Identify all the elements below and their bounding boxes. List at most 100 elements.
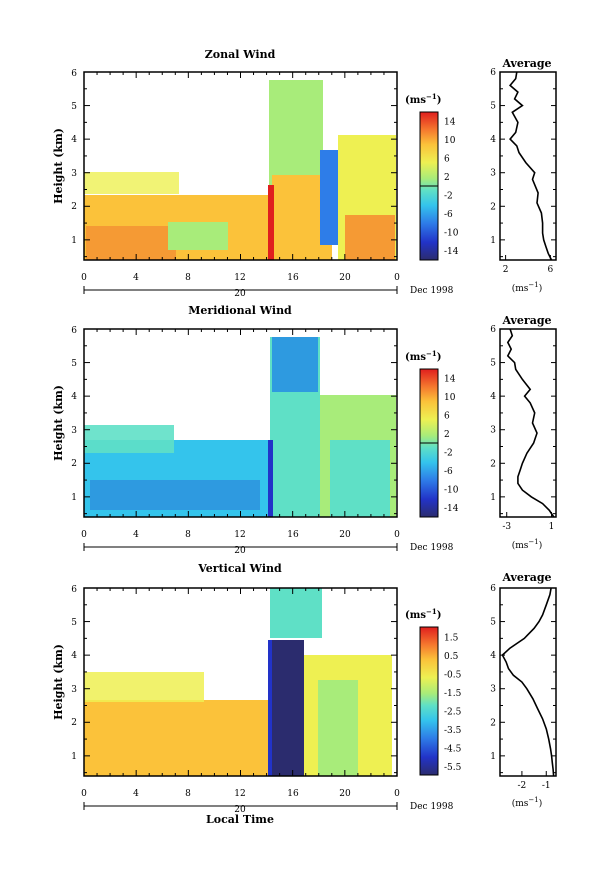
- merid-x-tick-16: 16: [287, 530, 299, 540]
- zonal-profile-frame: [499, 71, 557, 261]
- merid-profile-ytick-label: 5: [490, 359, 496, 369]
- merid-y-tick-2: 2: [71, 459, 77, 469]
- vert-x-tick-4: 4: [133, 789, 139, 799]
- zonal-x-tick-0: 0: [81, 273, 87, 283]
- vert-field-core: [272, 640, 304, 776]
- vert-field-lowband: [84, 700, 269, 776]
- zonal-profile-ytick-label: 5: [490, 102, 496, 112]
- vert-y-tick-1: 1: [71, 752, 77, 762]
- merid-profile-xlabel-base: (ms: [512, 540, 529, 551]
- vert-cbar-unit-base: (ms: [405, 610, 426, 621]
- zonal-field-hi-scatter: [84, 172, 179, 194]
- merid-heatmap: [84, 337, 396, 517]
- merid-date-label: Dec 1998: [410, 543, 454, 553]
- vert-y-tick-5: 5: [71, 618, 77, 628]
- zonal-date-label: Dec 1998: [410, 286, 454, 296]
- zonal-axis-ticks: [83, 71, 398, 260]
- zonal-field-green-patch: [168, 222, 228, 250]
- merid-profile-frame: [499, 328, 557, 518]
- zonal-y-tick-1: 1: [71, 236, 77, 246]
- merid-cbar-tick-label: -14: [444, 504, 459, 514]
- zonal-x-tick-12: 12: [234, 273, 245, 283]
- vert-y-tick-3: 3: [71, 685, 77, 695]
- vert-field-late-green: [318, 680, 358, 776]
- zonal-profile-ytick-label: 4: [490, 135, 496, 145]
- merid-profile-xlabel-close: ): [539, 540, 543, 551]
- vert-profile-line: [501, 587, 555, 777]
- zonal-day-label: 20: [234, 289, 246, 299]
- zonal-cbar-tick-label: 14: [444, 117, 456, 127]
- merid-y-tick-1: 1: [71, 493, 77, 503]
- merid-field-dome-top: [272, 337, 318, 392]
- vert-profile-ytick-label: 4: [490, 651, 496, 661]
- vert-cbar-tick-label: -1.5: [444, 689, 462, 699]
- merid-field-green-top: [84, 425, 174, 453]
- merid-cbar-tick-label: 14: [444, 374, 456, 384]
- merid-profile-xtick-label: -3: [502, 522, 511, 532]
- vert-cbar-tick-label: -5.5: [444, 763, 462, 773]
- vert-heatmap: [84, 588, 392, 776]
- zonal-heatmap: [84, 80, 396, 260]
- vert-profile-frame: [499, 587, 557, 777]
- vert-profile-ytick-label: 3: [490, 685, 496, 695]
- vert-x-tick-0: 0: [81, 789, 87, 799]
- vert-x-tick-8: 8: [185, 789, 191, 799]
- vert-profile-xlabel-exp: −1: [528, 796, 538, 804]
- zonal-cbar-tick-label: 2: [444, 173, 450, 183]
- zonal-profile-ytick-label: 6: [490, 68, 496, 78]
- vert-x-tick-24: 0: [394, 789, 400, 799]
- vert-y-tick-2: 2: [71, 718, 77, 728]
- vert-title: Vertical Wind: [197, 562, 282, 575]
- zonal-cbar-unit-exp: −1: [426, 92, 437, 101]
- merid-y-tick-3: 3: [71, 426, 77, 436]
- merid-axis-ticks: [83, 328, 398, 517]
- vert-profile-ytick-label: 6: [490, 584, 496, 594]
- merid-profile-ytick-label: 1: [490, 493, 496, 503]
- merid-x-tick-24: 0: [394, 530, 400, 540]
- panel-vertical: Vertical Wind 1 2 3 4 5 6 Height (km) 0 …: [52, 562, 557, 826]
- zonal-field-streak: [268, 185, 274, 260]
- vert-x-tick-12: 12: [234, 789, 245, 799]
- zonal-y-tick-6: 6: [71, 69, 77, 79]
- vert-day-label: 20: [234, 805, 246, 815]
- merid-cbar-tick-label: 2: [444, 430, 450, 440]
- merid-cbar-tick-label: -6: [444, 467, 453, 477]
- merid-cbar-labels: 14 10 6 2 -2 -6 -10 -14: [444, 374, 459, 514]
- merid-profile-xtick-label: 1: [549, 522, 555, 532]
- vert-profile-ytick-label: 2: [490, 718, 496, 728]
- merid-cbar-tick-label: -10: [444, 485, 459, 495]
- vert-profile-ticks: 1 2 3 4 5 6 -2 -1: [490, 584, 556, 791]
- zonal-profile-ytick-label: 1: [490, 236, 496, 246]
- zonal-profile-xlabel-close: ): [539, 283, 543, 294]
- vert-x-tick-16: 16: [287, 789, 299, 799]
- vert-profile-ytick-label: 1: [490, 752, 496, 762]
- zonal-field-late-orange: [345, 215, 395, 260]
- zonal-profile-xlabel: (ms−1): [512, 281, 543, 294]
- zonal-profile-line: [508, 71, 553, 261]
- merid-profile-ytick-label: 4: [490, 392, 496, 402]
- zonal-profile-ytick-label: 3: [490, 169, 496, 179]
- merid-profile-ticks: 1 2 3 4 5 6 -3 1: [490, 325, 556, 532]
- vert-cbar-tick-label: 1.5: [444, 633, 459, 643]
- zonal-x-tick-8: 8: [185, 273, 191, 283]
- merid-profile-xlabel: (ms−1): [512, 538, 543, 551]
- merid-field-streak: [268, 440, 273, 517]
- zonal-cbar-tick-label: -2: [444, 191, 453, 201]
- vert-field-dome-top: [270, 588, 322, 638]
- vert-cbar-unit-exp: −1: [426, 607, 437, 616]
- merid-cbar-unit: (ms−1): [405, 349, 441, 363]
- vert-profile-xlabel-base: (ms: [512, 798, 529, 809]
- merid-profile-line: [506, 328, 555, 518]
- zonal-y-tick-4: 4: [71, 135, 77, 145]
- panel-meridional: Meridional Wind 1 2 3 4 5 6 Height (km) …: [52, 304, 557, 556]
- vert-colorbar: [419, 626, 439, 776]
- merid-day-label: 20: [234, 546, 246, 556]
- merid-profile-ytick-label: 3: [490, 426, 496, 436]
- merid-cbar-unit-base: (ms: [405, 352, 426, 363]
- merid-profile-ytick-label: 2: [490, 459, 496, 469]
- vert-cbar-tick-label: -0.5: [444, 670, 462, 680]
- vert-x-tick-20: 20: [339, 789, 351, 799]
- zonal-field-blue: [320, 150, 340, 245]
- vert-cbar-tick-label: 0.5: [444, 652, 459, 662]
- merid-field-lowband-blue: [90, 480, 260, 510]
